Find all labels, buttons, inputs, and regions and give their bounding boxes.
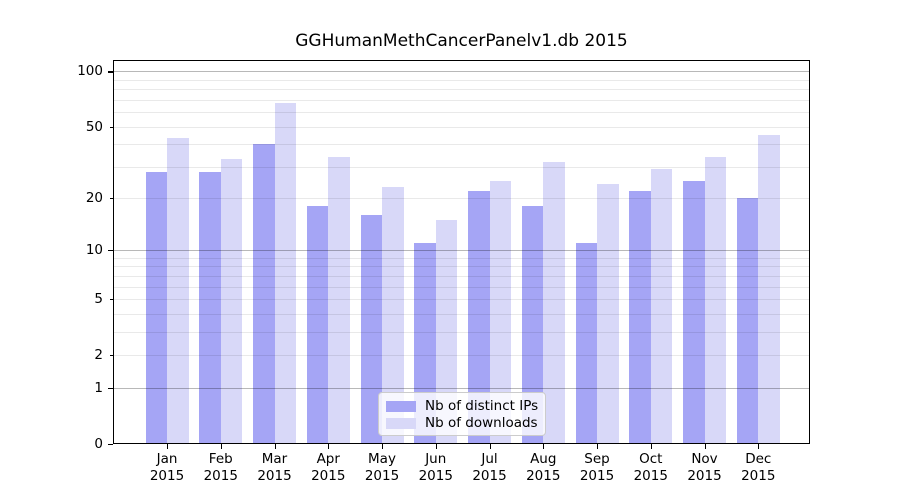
plot-area-border bbox=[113, 60, 810, 444]
gridline-4 bbox=[114, 313, 809, 315]
x-tick-mark-aug-2015 bbox=[543, 444, 545, 449]
y-tick-mark-50 bbox=[110, 126, 113, 128]
x-tick-mark-jan-2015 bbox=[167, 444, 169, 449]
bar-nb-of-downloads-jan-2015 bbox=[167, 138, 189, 444]
legend-item-downloads: Nb of downloads bbox=[386, 415, 538, 431]
x-tick-label-dec-2015: Dec 2015 bbox=[741, 451, 776, 484]
y-tick-label-10: 10 bbox=[85, 242, 103, 259]
x-tick-label-sep-2015: Sep 2015 bbox=[579, 451, 615, 484]
y-tick-label-0: 0 bbox=[94, 435, 103, 452]
gridline-3 bbox=[114, 331, 809, 333]
legend-item-distinct-ips: Nb of distinct IPs bbox=[386, 398, 539, 414]
x-tick-mark-sep-2015 bbox=[597, 444, 599, 449]
bar-nb-of-distinct-ips-mar-2015 bbox=[253, 144, 275, 444]
bar-nb-of-distinct-ips-jul-2015 bbox=[468, 190, 490, 444]
y-tick-mark-20 bbox=[110, 198, 113, 200]
x-tick-label-mar-2015: Mar 2015 bbox=[257, 451, 292, 484]
x-tick-label-oct-2015: Oct 2015 bbox=[633, 451, 668, 484]
x-tick-label-jul-2015: Jul 2015 bbox=[472, 451, 507, 484]
x-tick-mark-mar-2015 bbox=[274, 444, 276, 449]
bar-nb-of-downloads-sep-2015 bbox=[597, 184, 619, 444]
bar-nb-of-downloads-oct-2015 bbox=[650, 169, 673, 444]
y-tick-label-20: 20 bbox=[85, 190, 103, 207]
gridline-50 bbox=[114, 126, 809, 128]
gridline-90 bbox=[114, 79, 809, 81]
bar-nb-of-downloads-dec-2015 bbox=[758, 134, 780, 444]
x-tick-label-apr-2015: Apr 2015 bbox=[311, 451, 346, 484]
x-tick-mark-nov-2015 bbox=[704, 444, 706, 449]
y-tick-label-2: 2 bbox=[94, 346, 103, 363]
gridline-100 bbox=[114, 71, 809, 73]
y-tick-mark-1 bbox=[108, 387, 113, 389]
gridline-2 bbox=[114, 354, 809, 356]
x-tick-label-aug-2015: Aug 2015 bbox=[526, 451, 561, 484]
bar-nb-of-distinct-ips-feb-2015 bbox=[199, 172, 221, 444]
gridline-30 bbox=[114, 166, 809, 168]
gridline-6 bbox=[114, 286, 809, 288]
gridline-1 bbox=[114, 387, 809, 389]
gridline-7 bbox=[114, 275, 809, 277]
x-tick-mark-apr-2015 bbox=[328, 444, 330, 449]
y-tick-mark-0 bbox=[108, 443, 113, 445]
x-tick-label-may-2015: May 2015 bbox=[364, 451, 400, 484]
y-tick-mark-2 bbox=[110, 354, 113, 357]
y-tick-label-50: 50 bbox=[85, 118, 103, 135]
bar-nb-of-downloads-aug-2015 bbox=[543, 161, 565, 444]
y-tick-label-100: 100 bbox=[77, 63, 103, 80]
x-tick-mark-feb-2015 bbox=[220, 444, 222, 449]
gridline-8 bbox=[114, 266, 809, 268]
gridline-5 bbox=[114, 299, 809, 301]
x-tick-mark-oct-2015 bbox=[650, 444, 652, 449]
bar-nb-of-distinct-ips-jan-2015 bbox=[145, 172, 167, 444]
y-tick-mark-5 bbox=[110, 299, 113, 301]
legend-label-downloads: Nb of downloads bbox=[425, 415, 538, 431]
legend-swatch-distinct-ips bbox=[386, 400, 416, 412]
bar-nb-of-distinct-ips-dec-2015 bbox=[736, 198, 759, 444]
x-tick-mark-jun-2015 bbox=[435, 444, 437, 449]
legend-swatch-downloads bbox=[386, 417, 416, 429]
legend-label-distinct-ips: Nb of distinct IPs bbox=[425, 398, 539, 414]
legend: Nb of distinct IPs Nb of downloads bbox=[378, 392, 546, 436]
x-tick-label-nov-2015: Nov 2015 bbox=[687, 451, 722, 484]
bar-nb-of-downloads-feb-2015 bbox=[220, 159, 243, 444]
x-tick-mark-jul-2015 bbox=[489, 444, 491, 449]
bar-nb-of-distinct-ips-aug-2015 bbox=[521, 206, 544, 444]
x-tick-label-feb-2015: Feb 2015 bbox=[203, 451, 238, 484]
bar-nb-of-distinct-ips-apr-2015 bbox=[306, 206, 329, 444]
gridline-9 bbox=[114, 257, 809, 259]
bar-nb-of-distinct-ips-may-2015 bbox=[360, 215, 382, 444]
bar-nb-of-downloads-apr-2015 bbox=[328, 156, 350, 444]
gridline-40 bbox=[114, 144, 809, 146]
bar-nb-of-downloads-may-2015 bbox=[382, 187, 404, 444]
y-tick-mark-10 bbox=[108, 250, 113, 252]
gridline-60 bbox=[114, 112, 809, 114]
bar-nb-of-downloads-jun-2015 bbox=[435, 220, 458, 444]
y-tick-label-5: 5 bbox=[94, 291, 103, 308]
bar-nb-of-distinct-ips-oct-2015 bbox=[629, 190, 651, 444]
chart-title: GGHumanMethCancerPanelv1.db 2015 bbox=[295, 31, 628, 51]
bar-nb-of-downloads-mar-2015 bbox=[274, 103, 296, 444]
y-tick-mark-100 bbox=[108, 71, 113, 73]
bar-nb-of-downloads-nov-2015 bbox=[704, 156, 726, 444]
gridline-70 bbox=[114, 99, 809, 101]
gridline-10 bbox=[114, 250, 809, 252]
bar-nb-of-distinct-ips-nov-2015 bbox=[683, 180, 705, 444]
y-tick-label-1: 1 bbox=[94, 379, 103, 396]
x-tick-label-jun-2015: Jun 2015 bbox=[418, 451, 453, 484]
bar-nb-of-distinct-ips-sep-2015 bbox=[575, 243, 597, 444]
x-tick-label-jan-2015: Jan 2015 bbox=[149, 451, 185, 484]
gridline-80 bbox=[114, 89, 809, 91]
x-tick-mark-may-2015 bbox=[382, 444, 384, 449]
x-tick-mark-dec-2015 bbox=[758, 444, 760, 449]
gridline-20 bbox=[114, 198, 809, 200]
bar-nb-of-downloads-jul-2015 bbox=[489, 180, 511, 444]
